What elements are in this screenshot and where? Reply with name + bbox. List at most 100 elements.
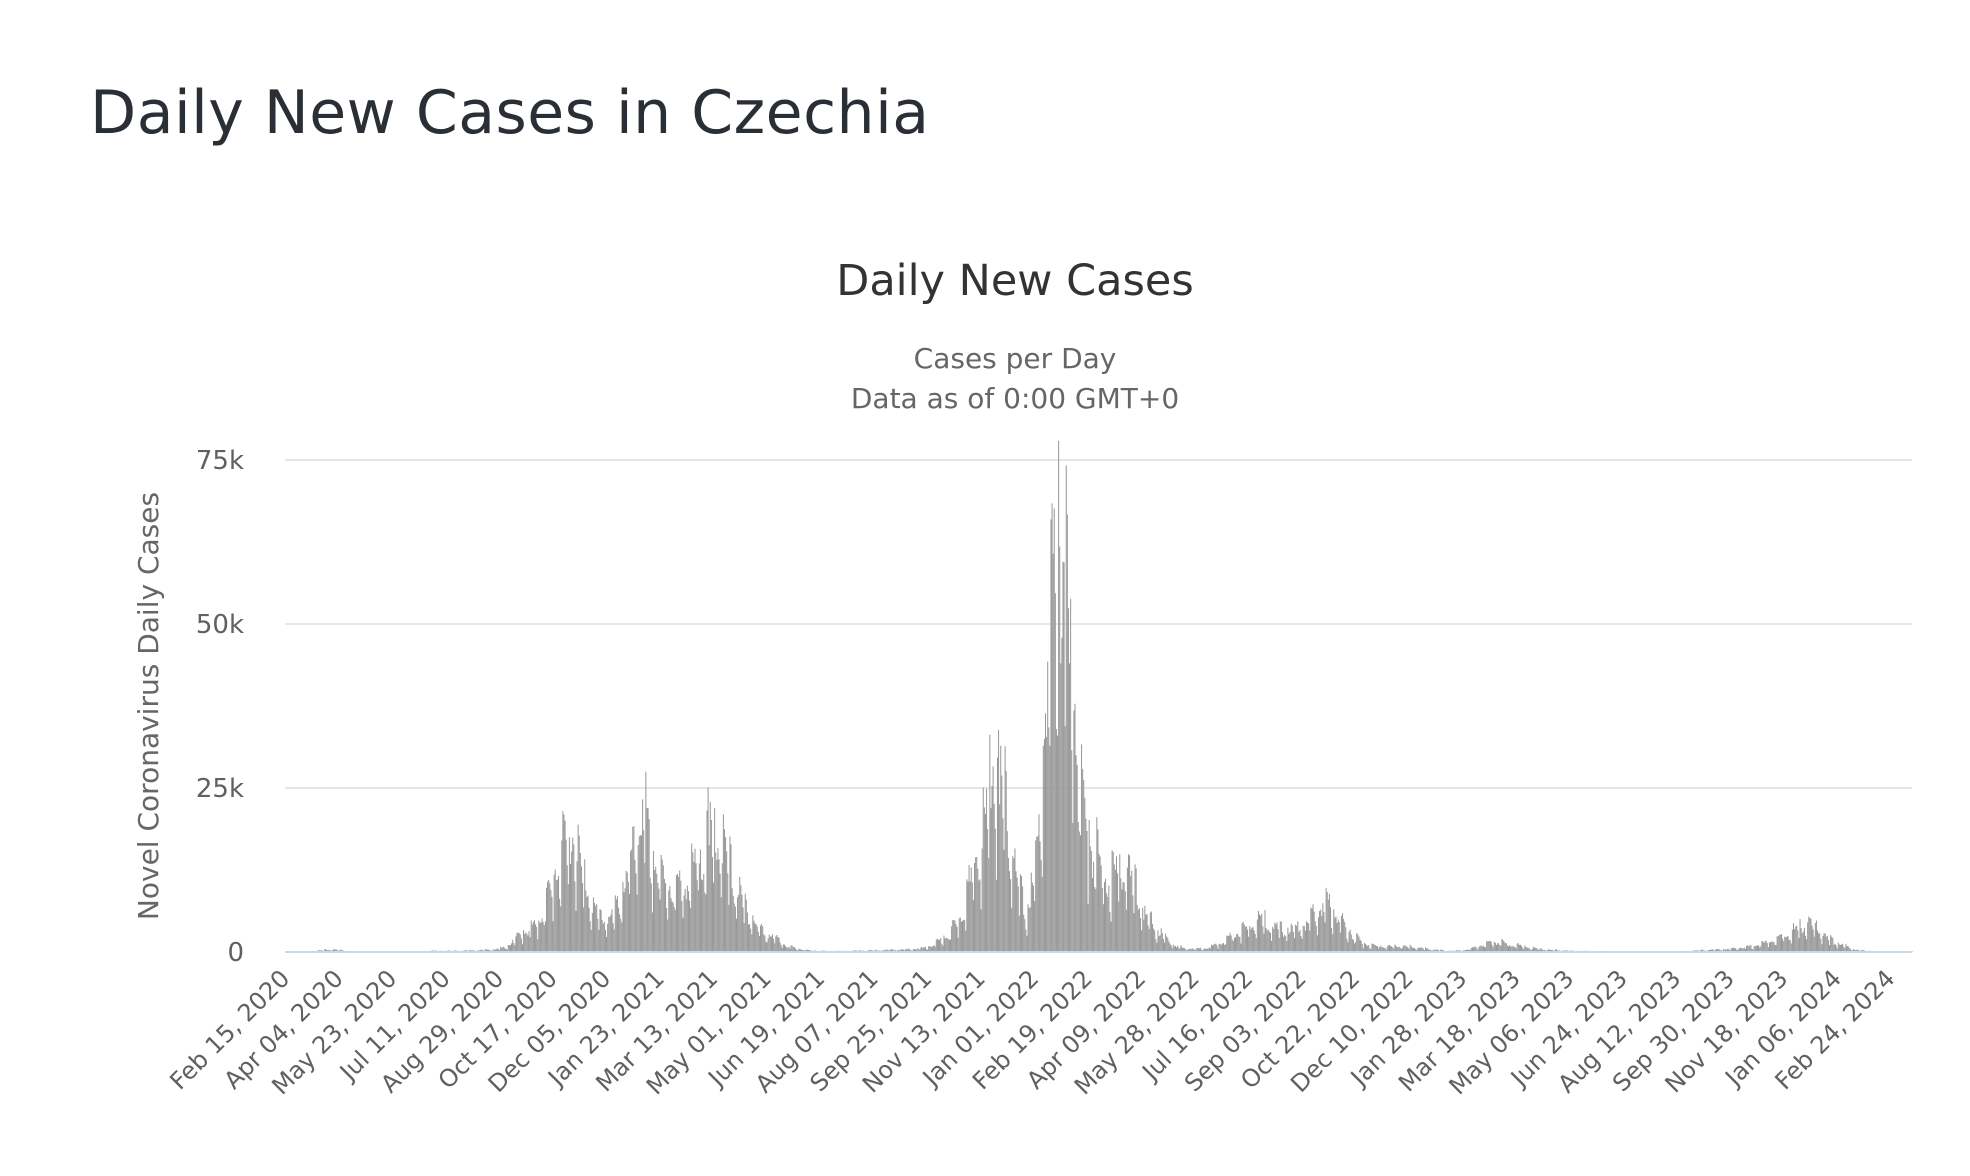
bar: [1404, 945, 1406, 952]
bar: [587, 895, 589, 952]
bar: [1346, 938, 1348, 952]
bar: [659, 899, 661, 952]
bar: [1305, 921, 1308, 952]
bar: [639, 835, 641, 952]
bar: [780, 945, 782, 952]
bar: [1108, 885, 1110, 952]
bar: [1207, 948, 1209, 952]
bar: [798, 948, 800, 952]
bar: [1180, 945, 1182, 952]
bar: [1382, 947, 1384, 952]
bar: [590, 929, 592, 952]
bar: [1267, 929, 1269, 952]
bar: [948, 939, 950, 952]
bar: [915, 949, 917, 952]
bar: [992, 766, 994, 952]
bar: [1057, 735, 1059, 952]
bar: [1158, 936, 1160, 952]
bar: [501, 947, 503, 952]
bar: [1841, 944, 1843, 952]
bar: [906, 948, 908, 952]
bar: [1109, 912, 1111, 952]
bar: [638, 836, 640, 952]
bar: [626, 872, 628, 952]
bar: [661, 859, 663, 952]
bar: [527, 935, 529, 952]
bar: [1049, 745, 1051, 952]
bar: [1525, 946, 1527, 952]
chart-title: Daily New Cases: [836, 256, 1194, 306]
bar: [1023, 914, 1025, 952]
bar: [1515, 948, 1517, 952]
bar: [1179, 948, 1181, 952]
bar: [1736, 949, 1738, 952]
bar: [1334, 917, 1336, 952]
bar: [704, 892, 706, 952]
bar: [1405, 945, 1407, 952]
bar: [578, 835, 580, 952]
bar: [1549, 949, 1551, 952]
bar: [710, 820, 712, 952]
bar: [930, 946, 932, 952]
bar: [1245, 926, 1247, 952]
bar: [1165, 933, 1167, 952]
bar: [1310, 907, 1312, 952]
bar: [502, 947, 504, 952]
bar: [1255, 938, 1257, 952]
bar: [1541, 949, 1543, 952]
bar: [945, 937, 947, 952]
bar: [1715, 949, 1717, 952]
bar: [1801, 933, 1803, 952]
bar: [1284, 934, 1286, 952]
bar: [953, 920, 955, 952]
bar: [1063, 562, 1065, 952]
bar: [770, 936, 772, 952]
bar: [1254, 933, 1256, 952]
bar: [898, 949, 900, 952]
bar: [555, 880, 557, 952]
bar: [1304, 930, 1306, 952]
bar: [1328, 893, 1330, 952]
bar: [1261, 913, 1263, 952]
bar: [1296, 925, 1298, 952]
bar: [1064, 726, 1066, 952]
bar: [1366, 945, 1368, 952]
bar: [603, 921, 605, 952]
bar: [1020, 876, 1023, 952]
bar: [1821, 944, 1823, 952]
bar: [720, 897, 722, 952]
bar: [1138, 908, 1140, 952]
bar: [1233, 937, 1235, 952]
bar: [763, 934, 765, 952]
bar: [545, 887, 548, 952]
bar: [799, 949, 801, 952]
bar: [1771, 941, 1773, 952]
bar: [1355, 941, 1357, 952]
bar: [1060, 663, 1062, 952]
bar: [1004, 746, 1006, 952]
bar: [1208, 947, 1210, 952]
bar: [1157, 930, 1159, 952]
bar: [950, 939, 952, 952]
bar: [324, 949, 326, 952]
bar: [772, 934, 774, 952]
bar: [538, 920, 540, 952]
bar: [1354, 943, 1356, 952]
bar: [1837, 942, 1839, 952]
bar: [1502, 940, 1504, 952]
bar: [1483, 947, 1485, 952]
bar: [1198, 948, 1200, 952]
bar: [1206, 948, 1208, 952]
bar: [1162, 938, 1164, 952]
bar: [678, 876, 680, 952]
bar: [1402, 947, 1404, 952]
bar: [1340, 915, 1342, 952]
bar: [565, 839, 567, 952]
bar: [1098, 854, 1100, 952]
bar: [732, 895, 734, 952]
bar: [520, 938, 522, 952]
bar: [1260, 915, 1262, 952]
bar: [706, 810, 708, 952]
bar: [1349, 929, 1351, 952]
